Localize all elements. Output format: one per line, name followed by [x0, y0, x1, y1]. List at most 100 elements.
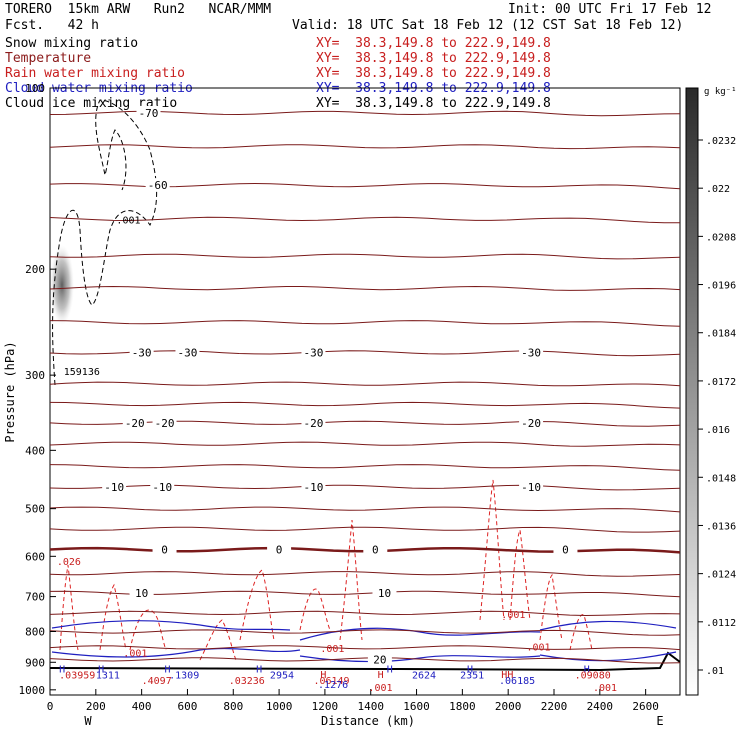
contour-label-bg	[136, 105, 161, 118]
snow-contour	[52, 99, 158, 386]
contour-label-bg	[363, 542, 388, 555]
temperature-contour-label: -70	[139, 107, 159, 120]
temperature-contour-line	[49, 590, 681, 598]
field-value-label: .03236	[229, 676, 265, 687]
temperature-contour-line	[49, 350, 681, 357]
field-label-snow: Snow mixing ratio	[5, 36, 139, 51]
temperature-contour-label: 10	[135, 587, 148, 600]
field-value-label: .001	[368, 683, 392, 694]
contour-label-bg	[152, 542, 177, 555]
x-tick-label: 400	[132, 700, 152, 713]
field-value-label: H	[378, 670, 384, 681]
x-tick-label: 0	[47, 700, 54, 713]
contour-label-bg	[301, 415, 326, 428]
colorbar	[685, 87, 699, 696]
colorbar-label: .0124	[706, 570, 736, 581]
y-tick-label: 500	[25, 503, 45, 516]
temperature-contour-line	[49, 645, 681, 651]
temperature-contour-line	[49, 506, 681, 513]
field-value-label: .06149	[313, 676, 349, 687]
temperature-contour-line	[49, 216, 680, 224]
field-value-label: H	[165, 664, 171, 675]
contour-label-bg	[372, 585, 397, 598]
contour-label-bg	[301, 345, 326, 358]
colorbar-label: .0232	[706, 136, 736, 147]
temperature-contour-label: 20	[373, 653, 386, 666]
temperature-contour-label: -20	[304, 417, 324, 430]
temperature-contour-label: -30	[132, 346, 152, 359]
temperature-contour-line	[49, 253, 681, 260]
x-tick-label: 1800	[449, 700, 476, 713]
field-xy-snow: XY= 38.3,149.8 to 222.9,149.8	[316, 36, 551, 51]
colorbar-label: .016	[706, 425, 730, 436]
contour-label-bg	[367, 652, 392, 665]
field-value-label: 2351	[460, 671, 484, 682]
contour-label-bg	[267, 542, 292, 555]
colorbar-label: .0112	[706, 618, 736, 629]
contour-label-bg	[553, 542, 578, 555]
field-xy-rain: XY= 38.3,149.8 to 222.9,149.8	[316, 66, 551, 81]
field-value-label: H	[59, 664, 65, 675]
field-value-label: .001	[527, 642, 551, 653]
field-value-label: .03959	[59, 671, 95, 682]
temperature-contour-label: 10	[378, 587, 391, 600]
field-value-label: .001	[501, 610, 525, 621]
contour-label-bg	[102, 479, 127, 492]
y-tick-label: 400	[25, 444, 45, 457]
temperature-contour-label: -20	[125, 417, 145, 430]
field-value-label: H	[584, 664, 590, 675]
contour-label-bg	[519, 479, 544, 492]
field-value-label: .001	[320, 644, 344, 655]
temperature-contour-line	[49, 182, 681, 190]
field-xy-temperature: XY= 38.3,149.8 to 222.9,149.8	[316, 51, 551, 66]
field-label-rain: Rain water mixing ratio	[5, 66, 186, 81]
temperature-contour-label: -10	[152, 481, 172, 494]
temperature-contours: -70 -60 -30 -30 -30 -30 -20 -20 -20 -20 -10 -10 -10 -…	[49, 105, 681, 666]
field-value-label: .001	[593, 683, 617, 694]
field-value-label: 2624	[412, 671, 436, 682]
contour-label-bg	[175, 345, 200, 358]
y-tick-label: 100	[25, 82, 45, 95]
x-end-label-left: W	[84, 714, 92, 728]
temperature-contour-line	[49, 144, 681, 150]
field-value-label: 2954	[270, 671, 294, 682]
colorbar-label: .0208	[706, 232, 736, 243]
temperature-contour-label: -10	[304, 481, 324, 494]
x-tick-label: 1400	[357, 700, 384, 713]
temperature-contour-line	[49, 464, 681, 471]
temperature-contour-label: 0	[372, 544, 379, 557]
temperature-contour-label: 0	[161, 544, 168, 557]
field-value-label: H	[98, 664, 104, 675]
field-xy-cloud-ice: XY= 38.3,149.8 to 222.9,149.8	[316, 96, 551, 111]
contour-label-bg	[519, 345, 544, 358]
contour-label-bg	[145, 178, 170, 191]
y-tick-label: 300	[25, 369, 45, 382]
temperature-contour-line	[49, 401, 681, 409]
colorbar-label: .0196	[706, 281, 736, 292]
x-tick-label: 2400	[587, 700, 614, 713]
temperature-contour-line	[49, 484, 681, 491]
field-value-label: .1276	[318, 680, 348, 691]
contour-label-bg	[301, 479, 326, 492]
x-tick-label: 800	[223, 700, 243, 713]
field-value-label: H	[320, 670, 326, 681]
field-value-label: .1309	[169, 671, 199, 682]
y-tick-label: 200	[25, 263, 45, 276]
x-tick-label: 2200	[541, 700, 568, 713]
colorbar-label: .0172	[706, 377, 736, 388]
field-value-label: H	[256, 664, 262, 675]
temperature-contour-label: -10	[104, 481, 124, 494]
temperature-contour-label: 0	[276, 544, 283, 557]
header-forecast: Fcst. 42 h	[5, 18, 99, 33]
temperature-contour-line	[49, 526, 681, 533]
temperature-contour-label: -60	[148, 179, 168, 192]
field-value-label: .001	[116, 216, 140, 227]
temperature-contour-label: -20	[521, 417, 541, 430]
colorbar-label: .0136	[706, 521, 736, 532]
contour-label-bg	[129, 585, 154, 598]
x-tick-label: 200	[86, 700, 106, 713]
x-end-label-right: E	[656, 714, 663, 728]
temperature-contour-line	[49, 571, 681, 577]
header-title: TORERO 15km ARW Run2 NCAR/MMM	[5, 2, 272, 17]
temperature-contour-line	[49, 320, 681, 327]
